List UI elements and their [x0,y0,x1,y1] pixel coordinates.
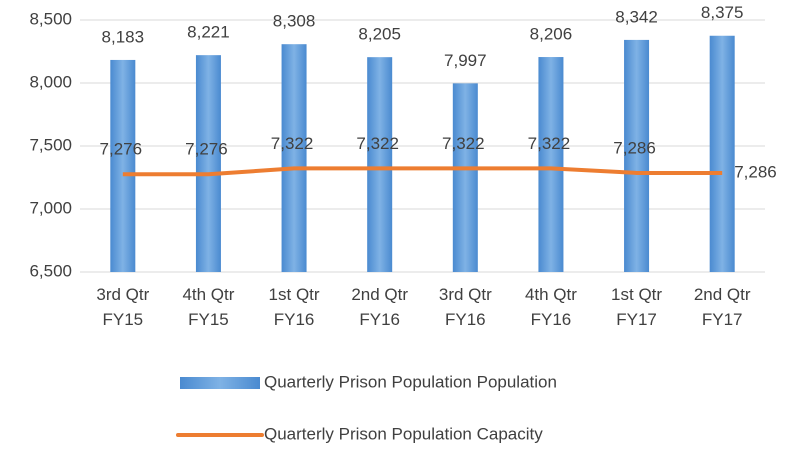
y-tick-label: 8,000 [29,72,72,91]
bar [452,83,478,273]
x-tick-line: FY17 [702,310,743,329]
x-tick-line: FY16 [445,310,486,329]
x-tick-line: FY16 [531,310,572,329]
bar [709,35,735,272]
bar [367,57,393,272]
x-tick-label: 3rd Qtr FY15 [96,285,149,329]
line-value-label: 7,286 [734,162,777,181]
x-tick-label: 4th Qtr FY15 [182,285,234,329]
bar-value-label: 8,183 [102,27,145,46]
bar [624,39,650,272]
x-tick-label: 2nd Qtr FY17 [694,285,751,329]
bar-value-label: 7,997 [444,51,487,70]
x-tick-line: 3rd Qtr [96,285,149,304]
line-value-label: 7,276 [100,140,143,159]
y-tick-label: 8,500 [29,9,72,28]
y-tick-label: 7,000 [29,198,72,217]
bar [195,55,221,273]
line-value-label: 7,322 [528,134,571,153]
x-tick-line: 1st Qtr [611,285,662,304]
bar-value-label: 8,206 [530,25,573,44]
bar-value-label: 8,205 [358,25,401,44]
x-tick-label: 2nd Qtr FY16 [351,285,408,329]
bar-value-label: 8,342 [615,7,658,26]
bar [538,57,564,272]
line-value-label: 7,286 [613,138,656,157]
legend-label: Quarterly Prison Population Capacity [264,424,543,443]
x-tick-line: FY16 [359,310,400,329]
x-tick-label: 1st Qtr FY17 [611,285,662,329]
x-tick-line: FY15 [188,310,229,329]
line-value-label: 7,322 [271,134,314,153]
line-value-label: 7,276 [185,140,228,159]
line [122,166,723,177]
bar [281,44,307,272]
y-tick-label: 7,500 [29,135,72,154]
x-tick-label: 3rd Qtr FY16 [439,285,492,329]
bar [110,59,136,272]
x-tick-label: 4th Qtr FY16 [525,285,577,329]
x-tick-line: 2nd Qtr [351,285,408,304]
x-tick-line: 4th Qtr [525,285,577,304]
bar-value-label: 8,308 [273,12,316,31]
x-tick-line: FY16 [274,310,315,329]
legend-swatch [180,377,260,389]
bar-value-label: 8,375 [701,3,744,22]
bar-value-label: 8,221 [187,23,230,42]
line-value-label: 7,322 [356,134,399,153]
x-tick-line: 4th Qtr [182,285,234,304]
y-tick-label: 6,500 [29,261,72,280]
line-value-label: 7,322 [442,134,485,153]
x-tick-label: 1st Qtr FY16 [269,285,320,329]
x-tick-line: 3rd Qtr [439,285,492,304]
x-tick-line: 1st Qtr [269,285,320,304]
x-tick-line: FY17 [616,310,657,329]
x-tick-line: 2nd Qtr [694,285,751,304]
x-tick-line: FY15 [102,310,143,329]
legend-label: Quarterly Prison Population Population [264,372,557,391]
